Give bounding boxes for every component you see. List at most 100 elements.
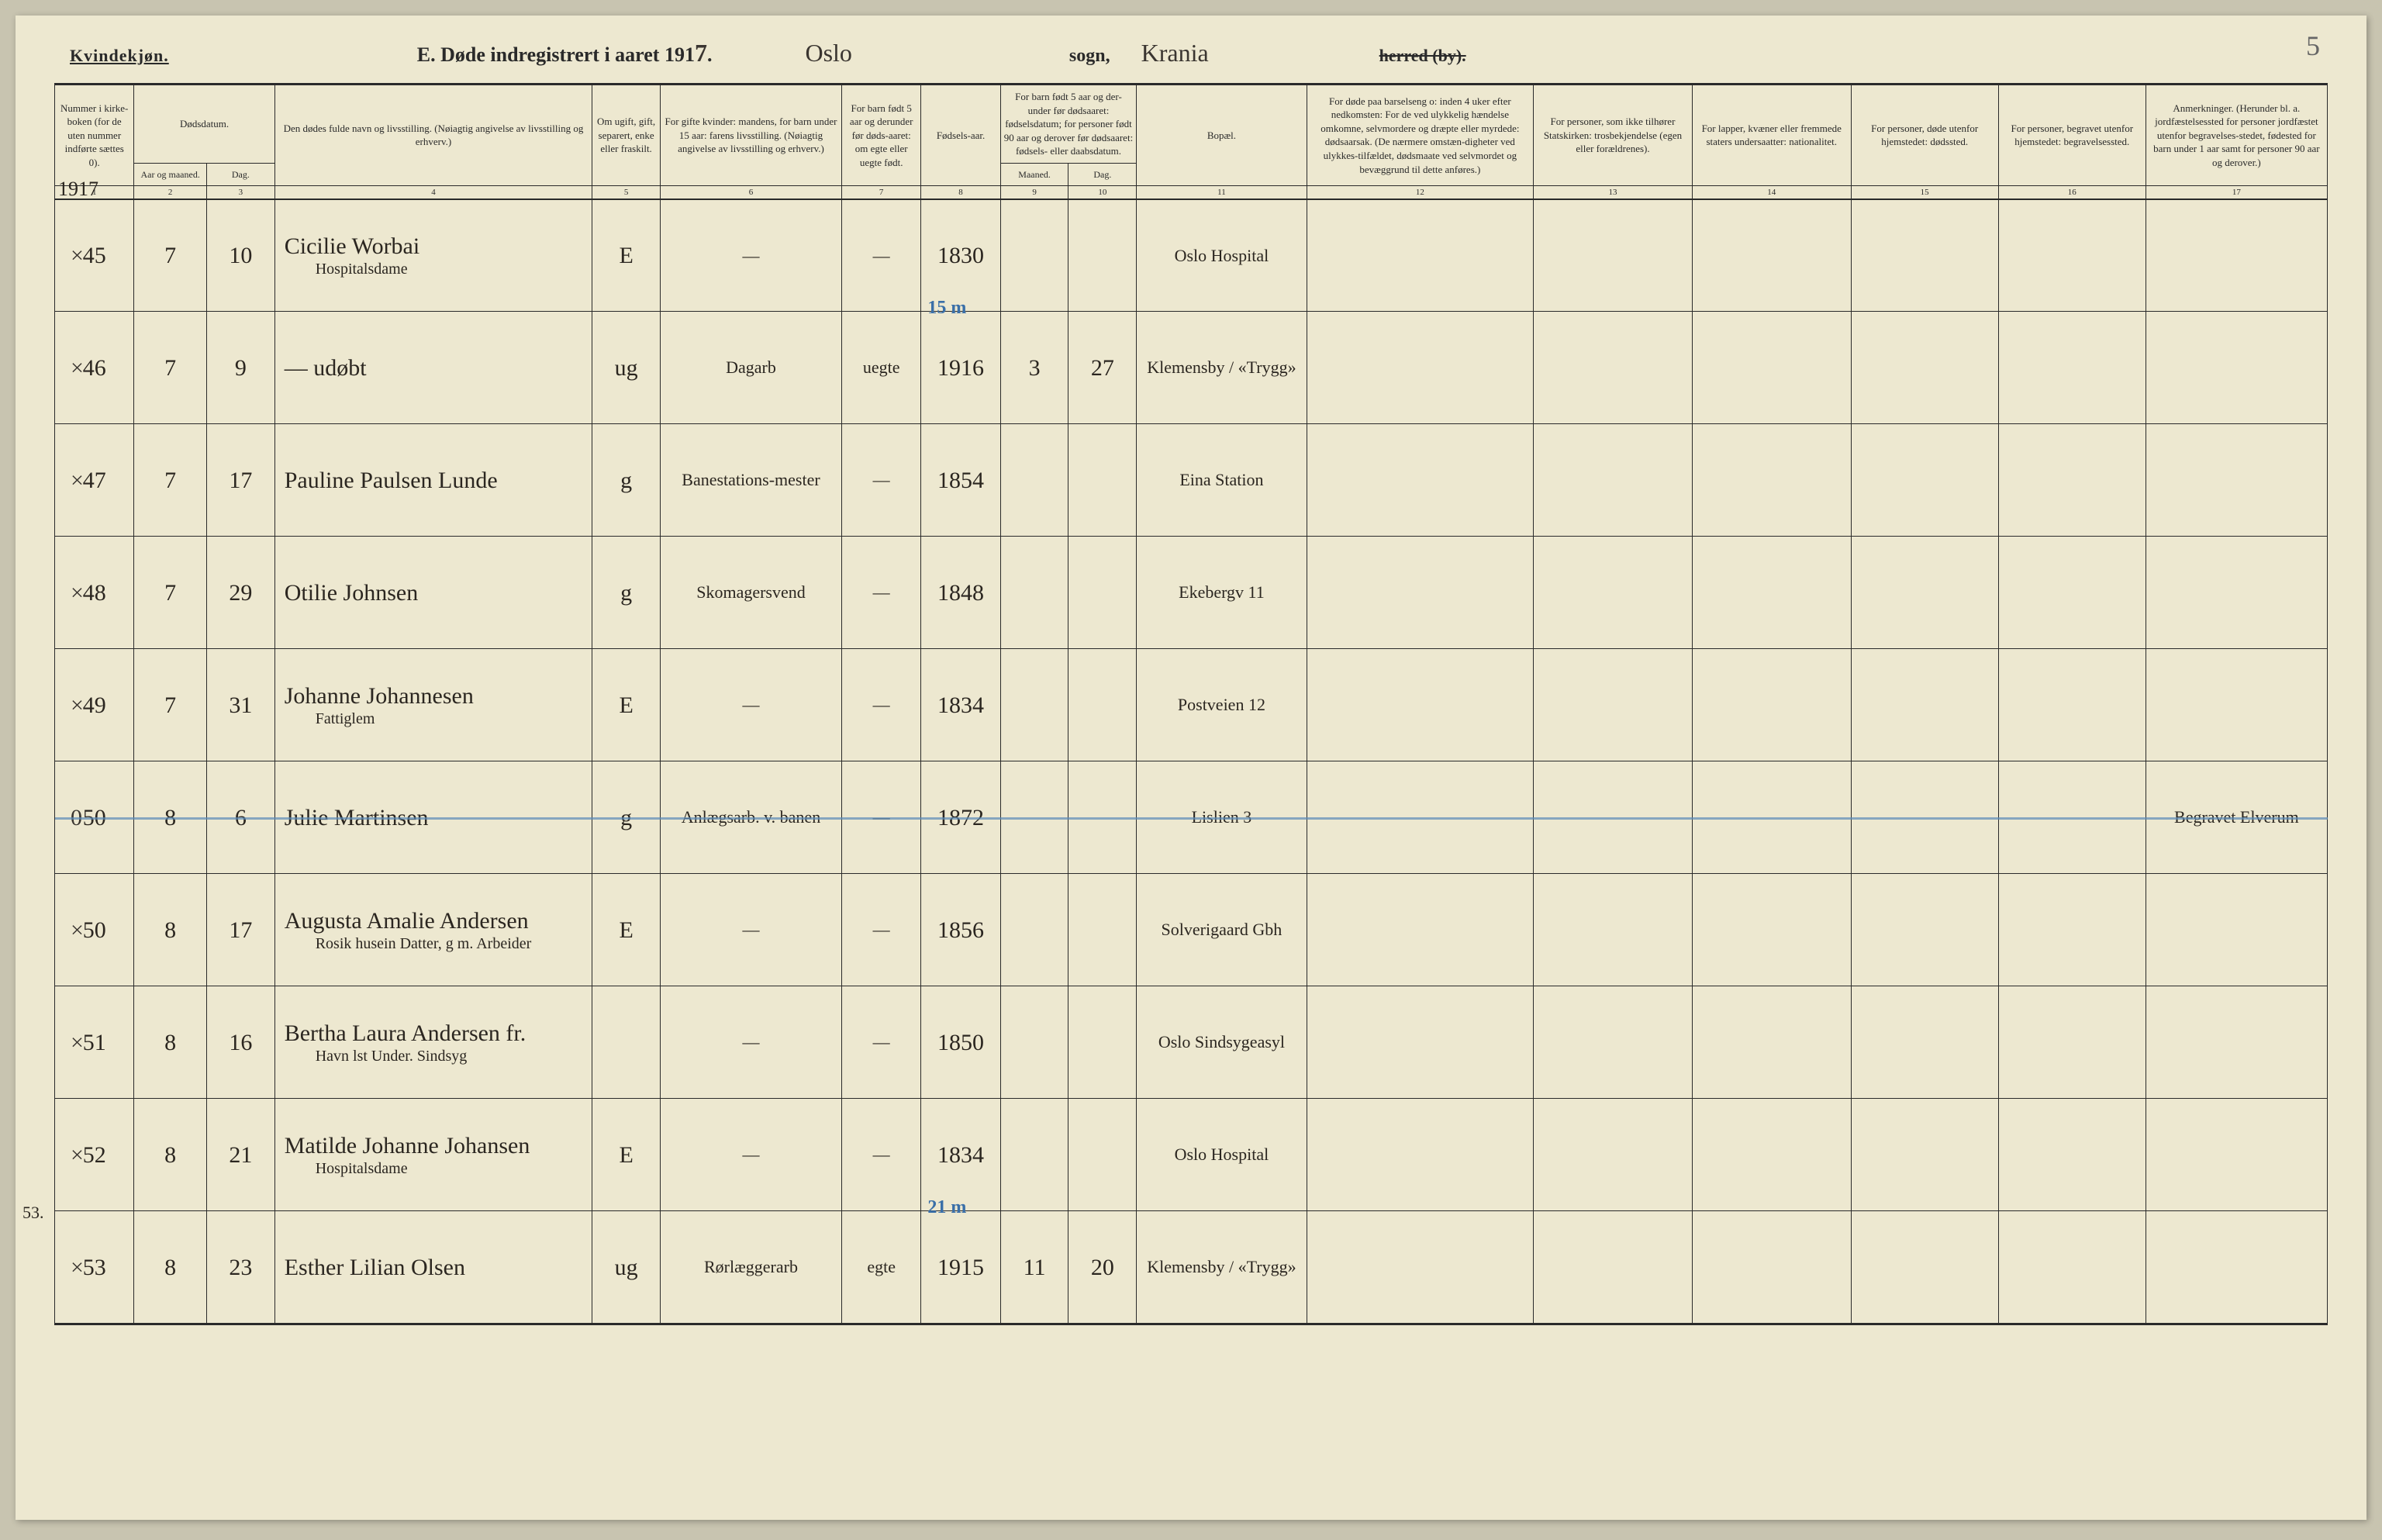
colnum: 14 [1692, 185, 1851, 199]
col-header-deathplace: For personer, døde utenfor hjemstedet: d… [1851, 85, 1998, 185]
cell-birthday [1068, 537, 1137, 649]
table-row: 53.×53823Esther Lilian OlsenugRørlæggera… [55, 1211, 2328, 1324]
cell-tros [1534, 874, 1693, 986]
colnum: 16 [1998, 185, 2146, 199]
cell-husband: Banestations-mester [660, 424, 841, 537]
table-row: ×52821Matilde Johanne JohansenHospitalsd… [55, 1099, 2328, 1211]
cell-month: 8 [134, 761, 207, 874]
cell-number: ×52 [55, 1099, 134, 1211]
cell-birthmonth: 3 [1000, 312, 1068, 424]
cell-husband: Anlægsarb. v. banen [660, 761, 841, 874]
col-header-dodsdatum: Dødsdatum. [134, 85, 274, 163]
cell-husband: Skomagersvend [660, 537, 841, 649]
cell-bopael: Lislien 3 [1137, 761, 1307, 874]
cell-burialplace [1998, 874, 2146, 986]
cell-deathplace [1851, 424, 1998, 537]
cell-name: Julie Martinsen [274, 761, 592, 874]
cell-birthmonth [1000, 986, 1068, 1099]
cell-birthmonth: 11 [1000, 1211, 1068, 1324]
cell-status: g [592, 424, 661, 537]
cell-day: 16 [206, 986, 274, 1099]
cell-birthyear: 1834 [921, 1099, 1000, 1211]
cell-remarks [2146, 199, 2327, 312]
cell-bopael: Oslo Hospital [1137, 199, 1307, 312]
register-table-wrap: Nummer i kirke-boken (for de uten nummer… [54, 83, 2328, 1325]
cell-burialplace [1998, 312, 2146, 424]
title-row: Kvindekjøn. E. Døde indregistrert i aare… [54, 39, 2328, 67]
col-header-tros: For personer, som ikke tilhører Statskir… [1534, 85, 1693, 185]
colnum: 4 [274, 185, 592, 199]
cell-status [592, 986, 661, 1099]
cell-remarks: Begravet Elverum [2146, 761, 2327, 874]
cell-birthmonth [1000, 761, 1068, 874]
col-header-remarks: Anmerkninger. (Herunder bl. a. jordfæste… [2146, 85, 2327, 185]
cell-remarks [2146, 874, 2327, 986]
col-header-aar: Aar og maaned. [134, 163, 207, 185]
cell-birthday [1068, 1099, 1137, 1211]
cell-number: 53.×53 [55, 1211, 134, 1324]
column-number-row: 1 2 3 4 5 6 7 8 9 10 11 12 13 14 15 16 1 [55, 185, 2328, 199]
cell-birthmonth [1000, 649, 1068, 761]
cell-name: Cicilie WorbaiHospitalsdame [274, 199, 592, 312]
cell-egte: uegte [841, 312, 920, 424]
cell-deathplace [1851, 761, 1998, 874]
cell-bopael: Oslo Hospital [1137, 1099, 1307, 1211]
cell-deathplace [1851, 874, 1998, 986]
cell-bopael: Oslo Sindsygeasyl [1137, 986, 1307, 1099]
cell-egte: — [841, 649, 920, 761]
cell-husband: — [660, 986, 841, 1099]
cell-remarks [2146, 649, 2327, 761]
cell-burialplace [1998, 761, 2146, 874]
table-row: ×49731Johanne JohannesenFattiglemE——1834… [55, 649, 2328, 761]
cell-burialplace [1998, 1099, 2146, 1211]
cell-status: g [592, 761, 661, 874]
cell-remarks [2146, 424, 2327, 537]
table-body: 1917×45710Cicilie WorbaiHospitalsdameE——… [55, 199, 2328, 1324]
col-header-cause: For døde paa barselseng o: inden 4 uker … [1307, 85, 1534, 185]
cell-birthday [1068, 874, 1137, 986]
cell-egte: — [841, 424, 920, 537]
cell-nationality [1692, 199, 1851, 312]
col-header-name: Den dødes fulde navn og livsstilling. (N… [274, 85, 592, 185]
colnum: 12 [1307, 185, 1534, 199]
cell-nationality [1692, 986, 1851, 1099]
cell-bopael: Klemensby / «Trygg» [1137, 1211, 1307, 1324]
cell-tros [1534, 1211, 1693, 1324]
cell-birthmonth [1000, 424, 1068, 537]
table-header: Nummer i kirke-boken (for de uten nummer… [55, 85, 2328, 199]
cell-status: E [592, 874, 661, 986]
cell-birthyear: 1856 [921, 874, 1000, 986]
colnum: 17 [2146, 185, 2327, 199]
cell-cause [1307, 761, 1534, 874]
cell-birthyear: 1834 [921, 649, 1000, 761]
colnum: 13 [1534, 185, 1693, 199]
cell-husband: — [660, 874, 841, 986]
cell-birthday: 27 [1068, 312, 1137, 424]
cell-number: ×49 [55, 649, 134, 761]
cell-tros [1534, 199, 1693, 312]
cell-tros [1534, 761, 1693, 874]
sogn-label: sogn, [1069, 46, 1110, 67]
cell-egte: egte [841, 1211, 920, 1324]
cell-month: 7 [134, 312, 207, 424]
main-title: E. Døde indregistrert i aaret 1917. [417, 39, 713, 67]
col-header-egte: For barn født 5 aar og derunder før døds… [841, 85, 920, 185]
cell-birthday [1068, 649, 1137, 761]
cell-number: ×47 [55, 424, 134, 537]
colnum: 7 [841, 185, 920, 199]
col-header-birthdate: For barn født 5 aar og der-under før død… [1000, 85, 1137, 163]
cell-birthyear: 1830 [921, 199, 1000, 312]
cell-remarks [2146, 986, 2327, 1099]
cell-husband: — [660, 649, 841, 761]
cell-nationality [1692, 312, 1851, 424]
cell-nationality [1692, 761, 1851, 874]
table-row: ×50817Augusta Amalie AndersenRosik husei… [55, 874, 2328, 986]
cell-egte: — [841, 874, 920, 986]
cell-burialplace [1998, 424, 2146, 537]
cell-husband: Dagarb [660, 312, 841, 424]
col-header-bopael: Bopæl. [1137, 85, 1307, 185]
col-header-bdag: Dag. [1068, 163, 1137, 185]
cell-month: 7 [134, 199, 207, 312]
cell-name: Otilie Johnsen [274, 537, 592, 649]
cell-name: Johanne JohannesenFattiglem [274, 649, 592, 761]
